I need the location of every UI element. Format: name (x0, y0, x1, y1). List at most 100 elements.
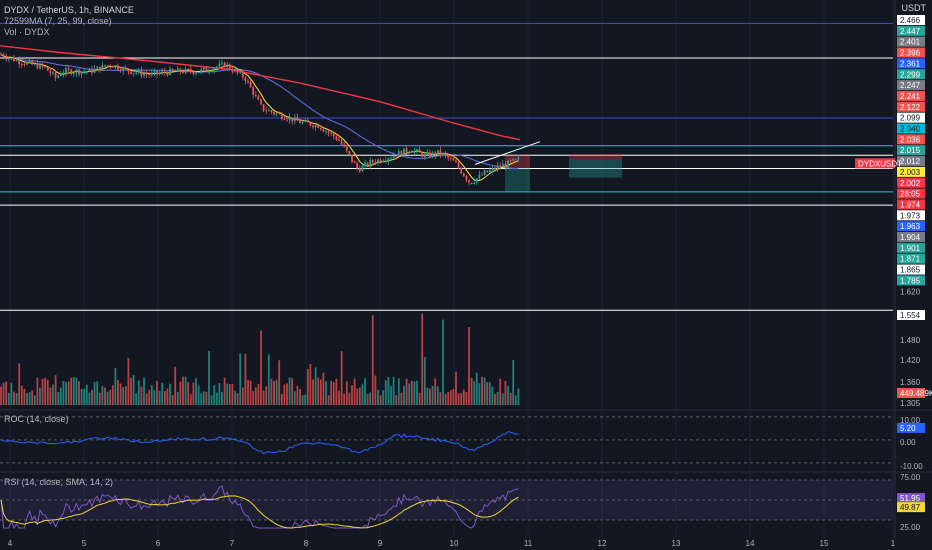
candle-body (98, 66, 101, 71)
x-tick-label: 10 (450, 539, 459, 548)
candle-body (54, 72, 57, 78)
price-level-label: 2.466 (900, 16, 921, 25)
candle-body (161, 71, 164, 73)
volume-legend-label: Vol · DYDX (4, 27, 50, 37)
candle-body (299, 120, 301, 124)
candle-body (265, 110, 268, 112)
volume-bar (431, 385, 434, 405)
volume-bar (395, 395, 398, 405)
volume-bar (156, 380, 158, 405)
candle-body (455, 160, 457, 163)
candle-body (257, 95, 260, 100)
volume-bar (423, 357, 426, 405)
candle-body (130, 71, 132, 74)
volume-bar (366, 394, 369, 405)
candle-body (369, 160, 372, 166)
volume-bar (20, 385, 23, 405)
price-level-label: 1.785 (900, 276, 921, 285)
volume-bar (286, 383, 288, 405)
volume-bar (296, 385, 299, 405)
candle-body (156, 70, 158, 74)
candle-body (504, 163, 507, 167)
volume-bar (390, 386, 392, 405)
candle-body (88, 68, 91, 72)
candle-body (158, 72, 161, 74)
volume-bar (304, 394, 307, 405)
volume-bar (288, 377, 291, 405)
candle-body (491, 167, 494, 170)
candle-body (195, 72, 197, 74)
candle-body (10, 57, 13, 59)
candle-body (356, 162, 359, 169)
volume-bar (265, 386, 268, 405)
candle-body (465, 176, 468, 181)
volume-bar (280, 394, 283, 405)
rsi-sma-line (0, 495, 519, 529)
volume-bar (371, 315, 374, 405)
candle-body (481, 174, 483, 176)
candle-body (460, 167, 463, 174)
volume-bar (309, 363, 312, 405)
candle-body (358, 168, 361, 172)
volume-bar (236, 393, 239, 405)
candle-body (486, 170, 489, 172)
candle-body (7, 58, 10, 60)
volume-bar (161, 382, 164, 405)
x-tick-label: 11 (524, 539, 533, 548)
price-level-label: 2.299 (900, 70, 921, 79)
candle-body (140, 70, 143, 76)
price-level-label: 1.865 (900, 266, 921, 275)
price-level-label-bg (897, 25, 925, 36)
roc-legend[interactable]: ROC (14, close) (4, 414, 69, 425)
volume-pane-label: 1.554 (900, 311, 921, 320)
candle-body (403, 148, 405, 156)
volume-bar (221, 391, 223, 405)
price-level-label-bg (897, 221, 925, 232)
rsi-legend[interactable]: RSI (14, close, SMA, 14, 2) (4, 477, 113, 488)
volume-bar (379, 395, 382, 405)
volume-bar (278, 360, 281, 405)
volume-bar (452, 389, 455, 405)
candle-body (101, 64, 104, 71)
rsi-sma-tag-bg (897, 502, 925, 513)
roc-value-tag: 5.20 (900, 424, 916, 433)
candle-body (449, 157, 452, 159)
volume-bar (70, 377, 73, 405)
candle-body (176, 68, 179, 72)
volume-bar (358, 387, 361, 405)
symbol-legend[interactable]: DYDX / TetherUS, 1h, BINANCE (4, 5, 134, 16)
volume-bar (23, 388, 26, 405)
volume-bar (252, 391, 255, 405)
candle-body (70, 69, 73, 75)
candle-body (62, 72, 65, 75)
candle-body (119, 69, 122, 71)
candle-body (109, 65, 112, 67)
candle-body (205, 67, 208, 72)
candle-body (517, 157, 520, 159)
candle-body (163, 71, 166, 73)
volume-bar (132, 374, 135, 405)
volume-pane-label: 1.305 (900, 399, 921, 408)
ma-legend[interactable]: 72599MA (7, 25, 99, close) (4, 16, 112, 27)
candle-body (444, 152, 447, 156)
price-level-label: 1.973 (900, 211, 921, 220)
candle-body (309, 122, 312, 126)
candle-body (13, 57, 15, 62)
volume-bar (78, 381, 80, 405)
price-level-label-bg (897, 210, 925, 221)
price-level-label-bg (897, 177, 925, 188)
candle-body (75, 69, 78, 73)
price-level-label: 1.901 (900, 244, 921, 253)
volume-bar (374, 375, 377, 405)
volume-bar (421, 313, 424, 405)
price-level-label: 2.401 (900, 38, 921, 47)
candle-body (39, 64, 41, 69)
volume-bar (5, 381, 8, 405)
volume-bar (514, 395, 517, 405)
candle-body (145, 73, 148, 75)
candle-body (270, 110, 273, 113)
volume-legend[interactable]: Vol · DYDX (4, 27, 50, 38)
candle-body (143, 73, 145, 76)
